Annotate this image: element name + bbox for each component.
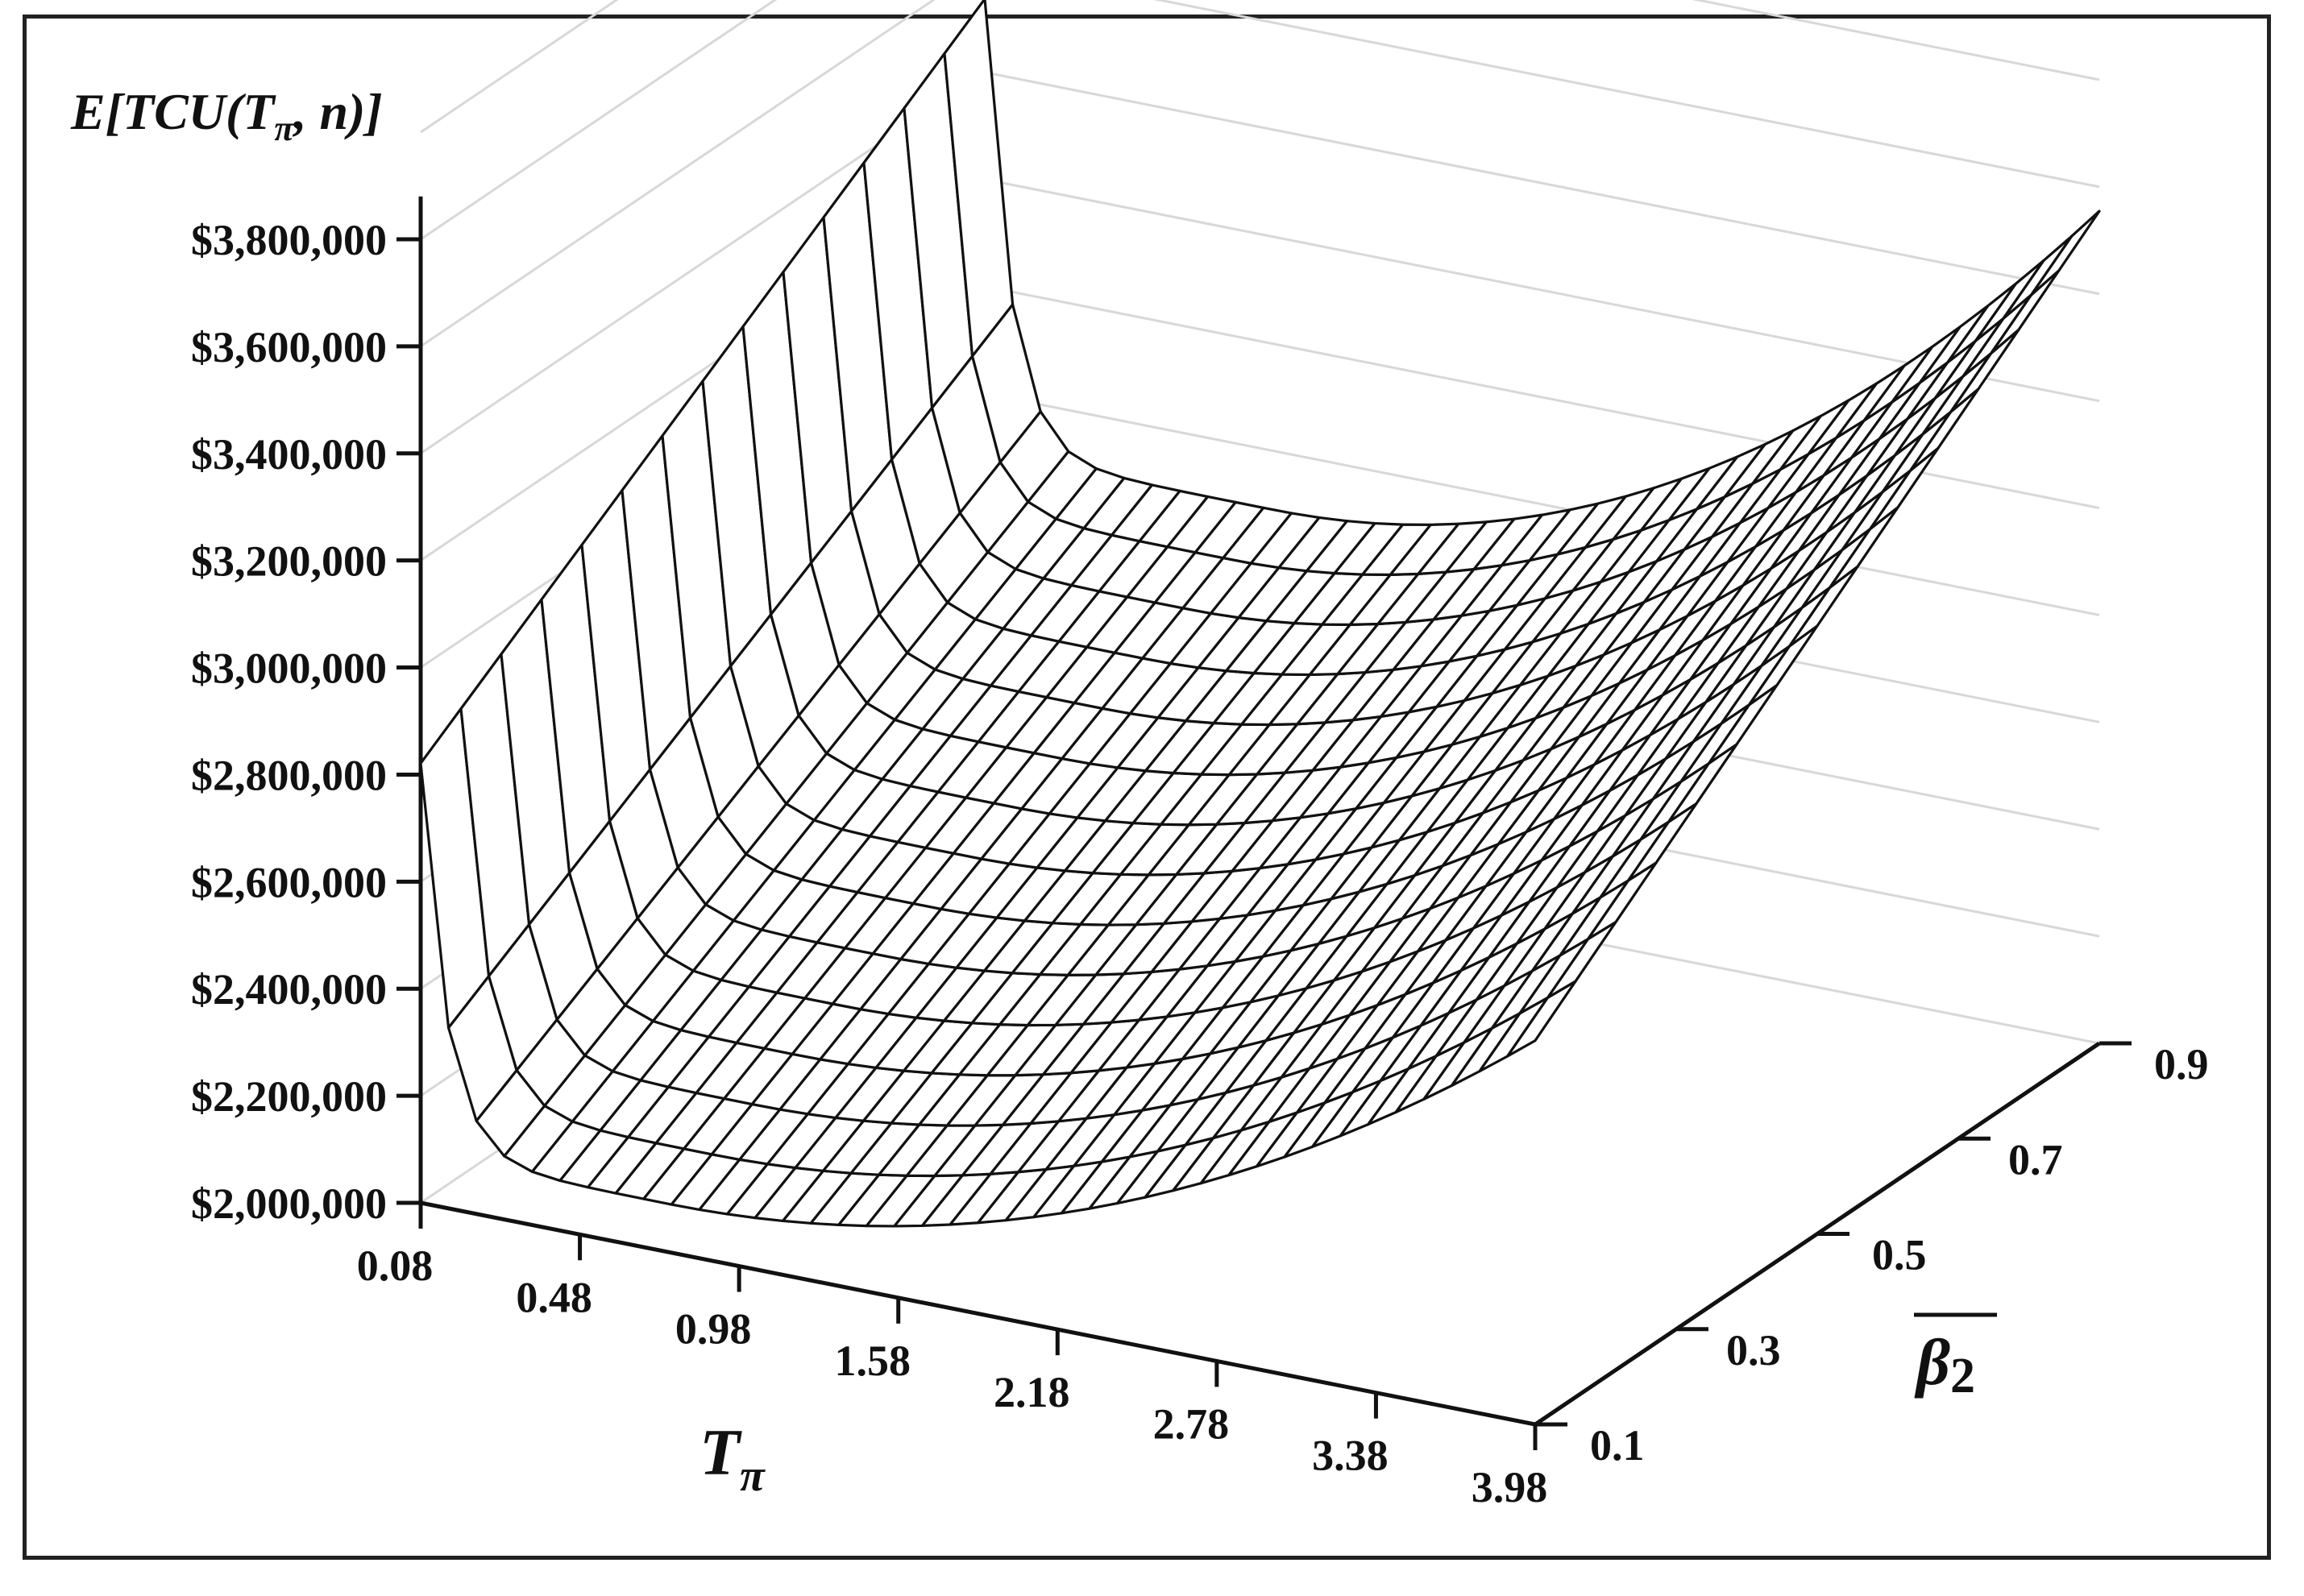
y-tick-label: 0.7: [2008, 1135, 2063, 1184]
z-axis-title-sub: π: [274, 109, 294, 148]
y-tick-label: 0.5: [1872, 1231, 1927, 1279]
surface-wireframe: [419, 0, 2101, 1228]
y-axis-title-main: β: [1914, 1325, 1950, 1399]
gridline: [420, 0, 2100, 241]
x-tick-label: 2.18: [994, 1368, 1070, 1416]
x-axis-title-main: T: [700, 1416, 742, 1489]
tick-labels: $2,000,000 $2,200,000 $2,400,000 $2,600,000…: [191, 216, 2209, 1511]
z-tick-label: $2,400,000: [191, 965, 387, 1014]
z-tick-label: $3,000,000: [191, 645, 387, 693]
z-tick-label: $3,800,000: [191, 216, 387, 264]
x-tick-label: 0.48: [516, 1273, 592, 1321]
x-axis-line: [420, 1200, 1536, 1427]
x-tick-label: 0.08: [357, 1242, 434, 1290]
x-tick-label: 0.98: [675, 1305, 752, 1353]
z-tick-label: $3,400,000: [191, 430, 387, 479]
y-tick-label: 0.9: [2154, 1040, 2209, 1088]
x-tick-label: 2.78: [1153, 1399, 1230, 1448]
chart-axes: [396, 196, 2132, 1450]
x-axis-title-sub: π: [740, 1451, 766, 1501]
z-tick-label: $3,200,000: [191, 537, 387, 586]
x-tick-label: 1.58: [834, 1337, 911, 1385]
z-tick-label: $2,600,000: [191, 858, 387, 906]
z-axis-title-suffix: , n)]: [292, 83, 382, 140]
surface-cell: [2029, 209, 2101, 296]
y-tick-label: 0.1: [1590, 1421, 1645, 1470]
x-tick-label: 3.98: [1472, 1463, 1548, 1511]
surface-cell: [943, 0, 1015, 358]
z-axis-title: E[TCU(Tπ, n)]: [70, 83, 383, 148]
x-axis-title: Tπ: [700, 1416, 766, 1501]
gridline: [420, 71, 2100, 455]
y-axis-title-sub: 2: [1950, 1349, 1975, 1403]
x-tick-label: 3.38: [1312, 1432, 1389, 1480]
z-tick-label: $3,600,000: [191, 323, 387, 371]
z-axis-title-prefix: E[TCU(T: [70, 83, 276, 140]
z-tick-label: $2,800,000: [191, 751, 387, 799]
z-tick-label: $2,200,000: [191, 1072, 387, 1121]
gridline: [420, 0, 2100, 348]
gridline: [420, 0, 619, 134]
z-tick-label: $2,000,000: [191, 1179, 387, 1228]
y-tick-label: 0.3: [1726, 1326, 1781, 1374]
y-axis-title-group: β2: [1914, 1312, 1997, 1403]
y-axis-title: β2: [1914, 1325, 1975, 1403]
